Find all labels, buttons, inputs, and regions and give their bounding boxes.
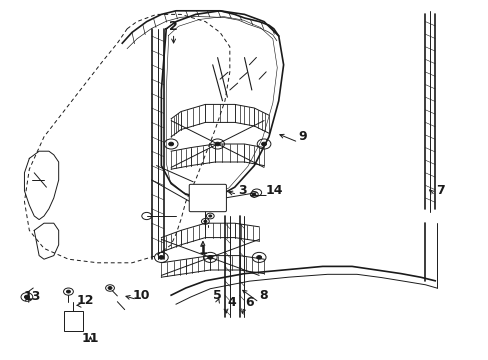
Circle shape bbox=[207, 256, 212, 259]
Text: 12: 12 bbox=[77, 294, 94, 307]
Text: 4: 4 bbox=[227, 296, 236, 309]
Circle shape bbox=[252, 193, 255, 195]
Circle shape bbox=[215, 142, 220, 146]
Text: 6: 6 bbox=[244, 296, 253, 309]
Text: 14: 14 bbox=[264, 184, 282, 197]
Circle shape bbox=[261, 142, 266, 146]
Circle shape bbox=[208, 215, 211, 217]
Text: 3: 3 bbox=[237, 184, 246, 197]
Text: 13: 13 bbox=[23, 291, 41, 303]
Circle shape bbox=[108, 287, 112, 289]
Text: 2: 2 bbox=[169, 21, 178, 33]
Text: 1: 1 bbox=[198, 244, 207, 257]
Circle shape bbox=[159, 256, 163, 259]
FancyBboxPatch shape bbox=[189, 184, 226, 212]
Circle shape bbox=[256, 256, 261, 259]
Text: 10: 10 bbox=[133, 289, 150, 302]
Text: 5: 5 bbox=[213, 289, 222, 302]
Text: 11: 11 bbox=[81, 332, 99, 345]
Text: 8: 8 bbox=[259, 289, 268, 302]
Bar bbox=[63, 311, 83, 331]
Text: 7: 7 bbox=[435, 184, 444, 197]
Circle shape bbox=[203, 220, 206, 222]
Circle shape bbox=[66, 290, 70, 293]
Text: 9: 9 bbox=[298, 130, 307, 143]
Circle shape bbox=[168, 142, 173, 146]
Circle shape bbox=[24, 295, 29, 299]
